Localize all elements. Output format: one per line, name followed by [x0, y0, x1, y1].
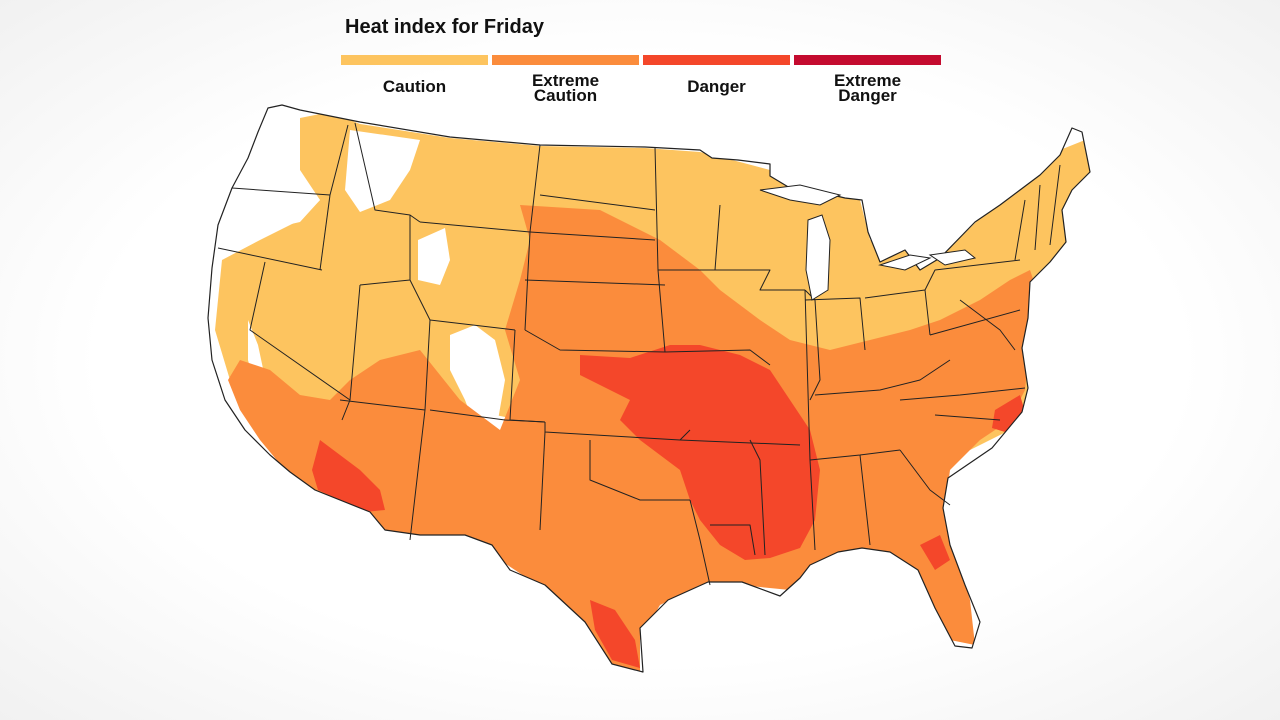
- legend-swatch-caution: [341, 55, 488, 65]
- legend-swatch-extreme-danger: [794, 55, 941, 65]
- legend-swatch-extreme-caution: [492, 55, 639, 65]
- heat-index-legend: Caution Extreme Caution Danger Extreme D…: [341, 55, 941, 105]
- zone-extreme-caution: [228, 205, 1040, 672]
- zone-danger-nc: [992, 395, 1025, 432]
- legend-item-caution: Caution: [341, 55, 488, 96]
- zone-danger-georgia: [920, 535, 950, 570]
- legend-label-extreme-danger: Extreme Danger: [833, 71, 902, 105]
- zone-none-oregon: [212, 175, 320, 248]
- legend-item-extreme-danger: Extreme Danger: [794, 55, 941, 105]
- zone-danger-arizona: [312, 440, 385, 512]
- zone-danger-central: [580, 345, 820, 560]
- legend-swatch-danger: [643, 55, 790, 65]
- great-lakes: [759, 184, 977, 301]
- state-borders: [207, 104, 1091, 673]
- legend-label-caution: Caution: [382, 77, 447, 96]
- legend-label-danger: Danger: [687, 77, 746, 96]
- legend-item-danger: Danger: [643, 55, 790, 96]
- zone-none-utah: [450, 325, 505, 440]
- legend-label-extreme-caution: Extreme Caution: [531, 71, 600, 105]
- zone-none-idaho: [345, 130, 420, 212]
- map-title: Heat index for Friday: [345, 16, 544, 38]
- zone-none-wyoming: [418, 228, 450, 285]
- zone-danger-texas: [590, 600, 640, 668]
- legend-item-extreme-caution: Extreme Caution: [492, 55, 639, 105]
